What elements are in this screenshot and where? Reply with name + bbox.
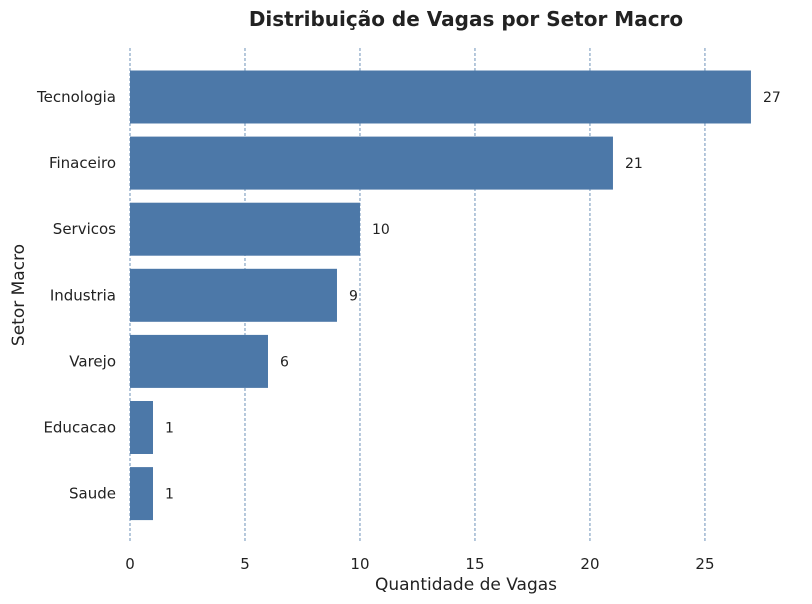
data-label-varejo: 6 (280, 354, 289, 370)
y-tick-label-tecnologia: Tecnologia (36, 88, 116, 106)
y-tick-label-saude: Saude (69, 485, 116, 503)
x-tick-label: 15 (465, 555, 484, 573)
x-axis-label: Quantidade de Vagas (375, 575, 557, 595)
chart-title: Distribuição de Vagas por Setor Macro (249, 7, 683, 31)
bar-finaceiro (130, 136, 613, 190)
bars (130, 70, 751, 521)
bar-varejo (130, 334, 268, 388)
bar-educacao (130, 401, 153, 454)
data-label-servicos: 10 (372, 222, 390, 238)
x-tick-labels: 0 5 10 15 20 25 (125, 555, 714, 573)
y-tick-label-finaceiro: Finaceiro (49, 154, 116, 172)
x-tick-label: 20 (580, 555, 599, 573)
grid-lines (129, 48, 706, 542)
x-tick-label: 0 (125, 555, 135, 573)
y-tick-label-varejo: Varejo (69, 352, 116, 370)
y-tick-label-servicos: Servicos (53, 220, 116, 238)
bar-saude (130, 467, 153, 521)
data-label-industria: 9 (349, 288, 358, 304)
data-label-saude: 1 (165, 487, 174, 503)
x-tick-label: 25 (695, 555, 714, 573)
bar-industria (130, 268, 337, 322)
y-tick-label-educacao: Educacao (43, 419, 116, 437)
data-labels: 27 21 10 9 6 1 1 (165, 90, 781, 503)
y-tick-label-industria: Industria (50, 286, 116, 304)
data-label-tecnologia: 27 (763, 90, 781, 106)
y-axis-label: Setor Macro (9, 244, 29, 346)
data-label-finaceiro: 21 (625, 156, 643, 172)
y-tick-labels: Tecnologia Finaceiro Servicos Industria Vare… (36, 88, 116, 503)
data-label-educacao: 1 (165, 421, 174, 437)
x-tick-label: 10 (350, 555, 369, 573)
bar-servicos (130, 202, 360, 256)
bar-tecnologia (130, 70, 751, 124)
x-tick-label: 5 (240, 555, 250, 573)
